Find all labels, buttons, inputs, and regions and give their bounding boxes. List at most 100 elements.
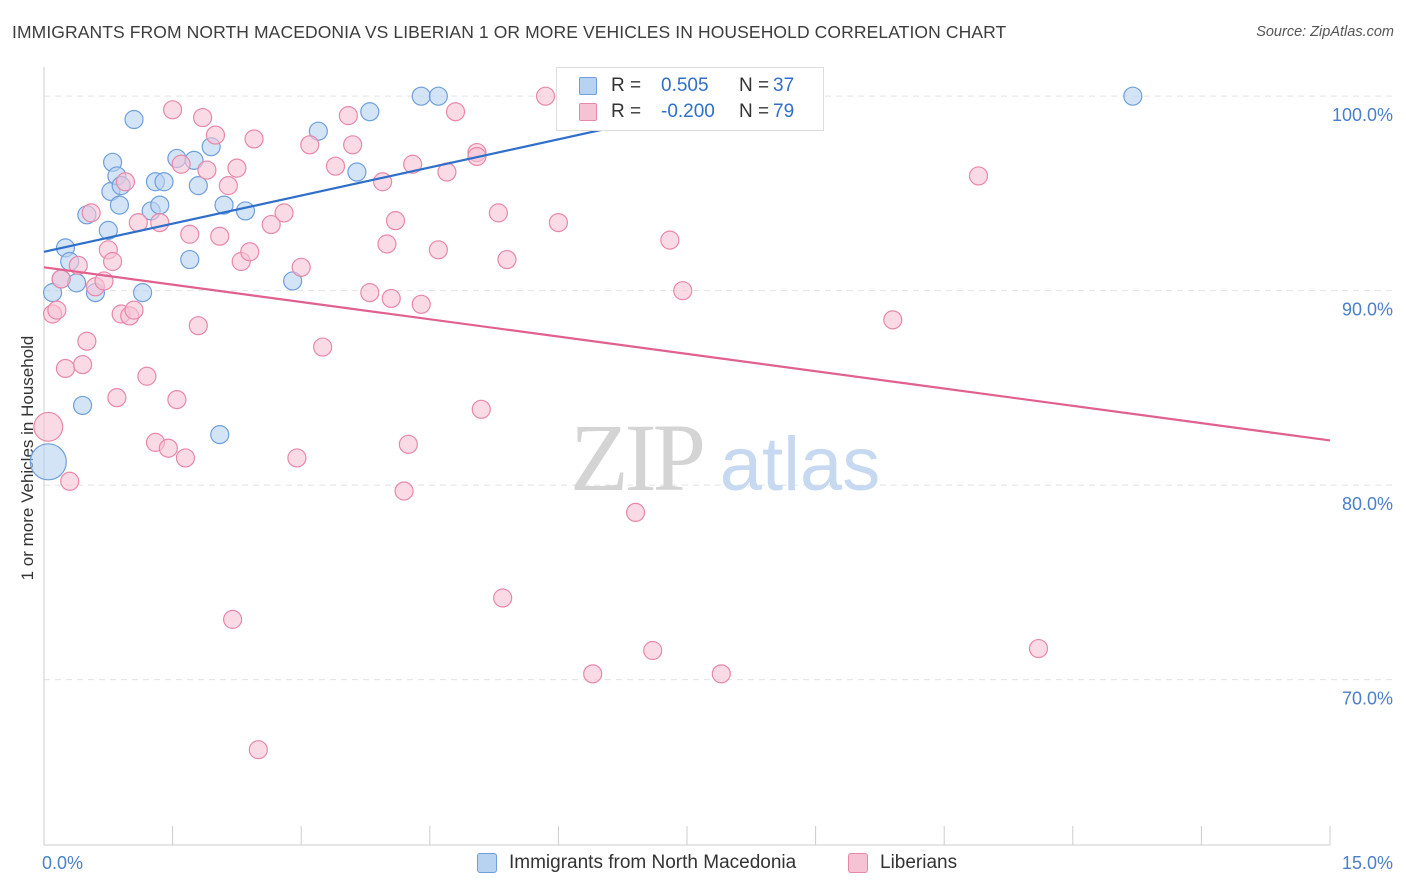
point-liberians: [115, 172, 136, 192]
point-liberians: [193, 107, 213, 128]
series-legend: Immigrants from North Macedonia Liberian…: [0, 852, 1406, 876]
point-liberians: [313, 337, 333, 357]
point-liberians: [33, 411, 64, 442]
point-north-macedonia: [98, 220, 118, 240]
watermark-zip: ZIP: [570, 404, 703, 511]
point-liberians: [381, 288, 401, 309]
point-liberians: [197, 160, 217, 180]
point-north-macedonia: [29, 443, 67, 481]
point-liberians: [403, 154, 423, 174]
point-liberians: [428, 240, 448, 260]
point-north-macedonia: [132, 283, 153, 303]
legend-swatch-liberians: [579, 103, 597, 121]
point-north-macedonia: [180, 249, 200, 270]
point-north-macedonia: [428, 86, 448, 106]
legend-n-value-liberians: 79: [773, 101, 795, 122]
point-liberians: [218, 176, 238, 196]
point-north-macedonia: [124, 109, 144, 130]
point-north-macedonia: [360, 102, 380, 122]
legend-row-liberians: R = -0.200 N = 79: [579, 100, 794, 124]
point-liberians: [124, 300, 144, 320]
point-liberians: [291, 257, 311, 277]
legend-swatch-north-macedonia: [579, 77, 597, 95]
point-liberians: [338, 106, 358, 126]
series-label-north-macedonia: Immigrants from North Macedonia: [509, 852, 797, 873]
point-liberians: [167, 389, 187, 410]
point-liberians: [188, 316, 208, 336]
point-liberians: [377, 234, 397, 254]
point-liberians: [535, 86, 556, 106]
point-liberians: [394, 481, 414, 501]
point-liberians: [673, 281, 693, 301]
point-north-macedonia: [72, 395, 93, 416]
y-tick-labels: 100.0% 90.0% 80.0% 70.0%: [1332, 105, 1393, 709]
point-north-macedonia: [308, 121, 328, 141]
point-liberians: [102, 251, 123, 272]
point-liberians: [548, 213, 569, 233]
x-tick-labels: 0.0% 15.0%: [42, 853, 1393, 873]
series-label-liberians: Liberians: [880, 852, 958, 873]
point-liberians: [343, 135, 363, 155]
point-north-macedonia: [283, 271, 303, 291]
series-legend-liberians: Liberians: [848, 852, 957, 874]
y-tick-label: 90.0%: [1342, 300, 1393, 320]
point-liberians: [300, 135, 320, 155]
point-north-macedonia: [411, 86, 431, 106]
point-liberians: [660, 230, 680, 250]
point-liberians: [883, 310, 903, 330]
point-liberians: [398, 434, 418, 454]
series-swatch-north-macedonia: [477, 853, 497, 873]
point-liberians: [68, 255, 88, 275]
point-liberians: [643, 640, 663, 661]
point-liberians: [625, 502, 646, 523]
gridlines: [44, 95, 1392, 681]
point-liberians: [51, 269, 71, 289]
x-tick-label-min: 0.0%: [42, 853, 83, 873]
point-liberians: [711, 664, 731, 684]
point-north-macedonia: [210, 425, 230, 445]
point-liberians: [171, 154, 191, 174]
series-swatch-liberians: [848, 853, 868, 873]
point-north-macedonia: [150, 195, 170, 215]
point-liberians: [411, 294, 431, 314]
point-liberians: [488, 203, 508, 223]
data-points: [29, 86, 1143, 760]
point-liberians: [205, 125, 226, 145]
point-north-macedonia: [154, 172, 174, 192]
legend-n-label: N =: [739, 75, 770, 96]
point-liberians: [583, 664, 603, 684]
point-liberians: [210, 226, 230, 246]
legend-r-value-north-macedonia: 0.505: [661, 75, 709, 96]
point-liberians: [240, 242, 260, 262]
legend-n-label: N =: [739, 101, 770, 122]
point-liberians: [471, 399, 491, 419]
chart-source: Source: ZipAtlas.com: [1256, 24, 1394, 40]
watermark: ZIP atlas: [570, 404, 880, 511]
legend-r-label: R =: [611, 101, 642, 122]
trend-line-liberians: [43, 266, 1331, 442]
point-liberians: [81, 203, 101, 223]
legend-row-north-macedonia: R = 0.505 N = 37: [579, 74, 794, 98]
x-tick-label-max: 15.0%: [1342, 853, 1393, 873]
y-tick-label: 70.0%: [1342, 689, 1393, 709]
chart-title: IMMIGRANTS FROM NORTH MACEDONIA VS LIBER…: [12, 22, 1007, 42]
point-liberians: [180, 224, 200, 244]
point-liberians: [47, 300, 67, 320]
point-north-macedonia: [347, 162, 367, 182]
point-liberians: [107, 388, 127, 408]
point-liberians: [55, 358, 76, 379]
point-north-macedonia: [1123, 86, 1143, 106]
point-north-macedonia: [214, 195, 234, 215]
point-liberians: [360, 283, 380, 303]
point-liberians: [248, 740, 268, 760]
y-tick-label: 100.0%: [1332, 105, 1393, 125]
legend-r-label: R =: [611, 75, 642, 96]
point-north-macedonia: [188, 176, 208, 196]
legend-r-value-liberians: -0.200: [661, 101, 715, 122]
point-liberians: [1028, 638, 1049, 659]
point-liberians: [497, 249, 517, 270]
point-liberians: [77, 331, 97, 351]
point-liberians: [175, 448, 196, 468]
point-liberians: [385, 211, 406, 231]
